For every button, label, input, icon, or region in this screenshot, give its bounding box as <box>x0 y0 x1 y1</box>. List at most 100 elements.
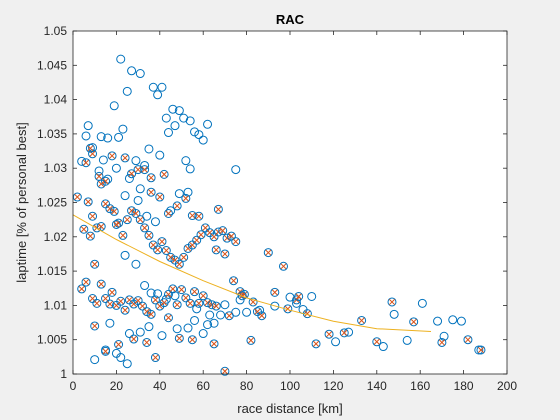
point-cross <box>230 277 237 284</box>
x-tick-label: 100 <box>280 379 300 393</box>
point-circle <box>174 259 184 269</box>
point-cross <box>102 348 109 355</box>
data-point <box>153 90 163 100</box>
data-point <box>187 335 197 345</box>
point-circle <box>168 104 178 114</box>
data-point <box>135 69 145 79</box>
point-cross <box>89 213 96 220</box>
data-point <box>194 211 204 221</box>
data-point <box>198 291 208 301</box>
y-tick-label: 1.025 <box>37 196 67 210</box>
data-point <box>185 298 195 308</box>
point-cross <box>143 339 150 346</box>
x-tick-label: 80 <box>240 379 254 393</box>
point-circle <box>168 284 178 294</box>
data-point <box>81 131 91 141</box>
point-circle <box>135 184 145 194</box>
data-point <box>194 298 204 308</box>
y-tick-label: 1.05 <box>44 24 68 38</box>
point-circle <box>79 224 89 234</box>
data-point <box>294 291 304 301</box>
data-point <box>118 230 128 240</box>
data-point <box>127 206 137 216</box>
point-circle <box>163 289 173 299</box>
data-point <box>198 135 208 145</box>
point-circle <box>120 153 130 163</box>
point-circle <box>159 169 169 179</box>
point-circle <box>246 335 256 345</box>
data-point <box>124 329 134 339</box>
point-circle <box>146 288 156 298</box>
point-cross <box>143 308 150 315</box>
data-point <box>242 307 252 317</box>
point-cross <box>167 254 174 261</box>
point-circle <box>174 333 184 343</box>
data-point <box>116 54 126 64</box>
point-cross <box>85 198 92 205</box>
point-cross <box>113 221 120 228</box>
data-point <box>144 230 154 240</box>
point-circle <box>127 169 137 179</box>
data-point <box>203 320 213 330</box>
point-circle <box>109 206 119 216</box>
data-point <box>83 121 93 131</box>
data-point <box>114 132 124 142</box>
point-circle <box>307 291 317 301</box>
x-tick-label: 60 <box>197 379 211 393</box>
point-cross <box>91 323 98 329</box>
point-cross <box>182 294 189 301</box>
x-axis-label: race distance [km] <box>237 401 343 416</box>
point-circle <box>357 315 367 325</box>
point-circle <box>339 328 349 338</box>
point-cross <box>373 338 380 345</box>
point-circle <box>229 276 239 286</box>
point-circle <box>248 297 258 307</box>
point-circle <box>103 133 113 143</box>
point-cross <box>78 285 85 292</box>
point-circle <box>257 311 267 321</box>
point-circle <box>203 119 213 129</box>
point-circle <box>94 166 104 176</box>
data-point <box>263 248 273 258</box>
point-cross <box>98 281 105 288</box>
y-tick-label: 1.02 <box>44 230 68 244</box>
point-circle <box>294 291 304 301</box>
point-cross <box>145 232 152 239</box>
point-cross <box>204 299 211 306</box>
data-point <box>90 355 100 365</box>
point-cross <box>228 233 235 240</box>
point-circle <box>127 206 137 216</box>
point-circle <box>161 246 171 256</box>
point-circle <box>183 323 193 333</box>
point-circle <box>155 150 165 160</box>
data-point <box>220 300 230 310</box>
point-cross <box>213 303 220 310</box>
point-circle <box>153 245 163 255</box>
point-circle <box>222 233 232 243</box>
point-cross <box>102 295 109 302</box>
data-point <box>174 106 184 116</box>
point-circle <box>118 124 128 134</box>
data-point <box>105 204 115 214</box>
point-circle <box>144 230 154 240</box>
point-circle <box>114 340 124 350</box>
data-point <box>172 300 182 310</box>
point-circle <box>77 284 87 294</box>
data-point <box>474 345 484 355</box>
data-point <box>114 340 124 350</box>
data-point <box>133 296 143 306</box>
data-point <box>124 173 134 183</box>
data-point <box>331 337 341 347</box>
point-cross <box>96 173 102 180</box>
data-point <box>153 245 163 255</box>
point-cross <box>93 300 100 307</box>
data-point <box>270 287 280 297</box>
point-cross <box>83 279 89 286</box>
point-circle <box>163 128 173 138</box>
y-tick-label: 1.015 <box>37 264 67 278</box>
data-point <box>122 86 132 96</box>
point-cross <box>156 303 163 310</box>
point-circle <box>135 69 145 79</box>
point-cross <box>211 340 218 347</box>
point-circle <box>116 353 126 363</box>
